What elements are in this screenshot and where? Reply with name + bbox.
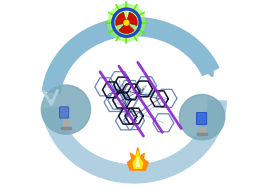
FancyBboxPatch shape	[59, 107, 69, 118]
Circle shape	[124, 20, 129, 25]
Wedge shape	[127, 12, 137, 26]
Circle shape	[108, 4, 145, 41]
Circle shape	[179, 94, 225, 140]
Polygon shape	[127, 147, 148, 170]
Circle shape	[111, 7, 142, 39]
Circle shape	[41, 85, 91, 134]
Wedge shape	[119, 25, 134, 33]
Polygon shape	[133, 151, 143, 168]
Circle shape	[124, 20, 129, 26]
Polygon shape	[136, 157, 139, 166]
FancyBboxPatch shape	[196, 112, 207, 125]
Wedge shape	[116, 12, 126, 26]
